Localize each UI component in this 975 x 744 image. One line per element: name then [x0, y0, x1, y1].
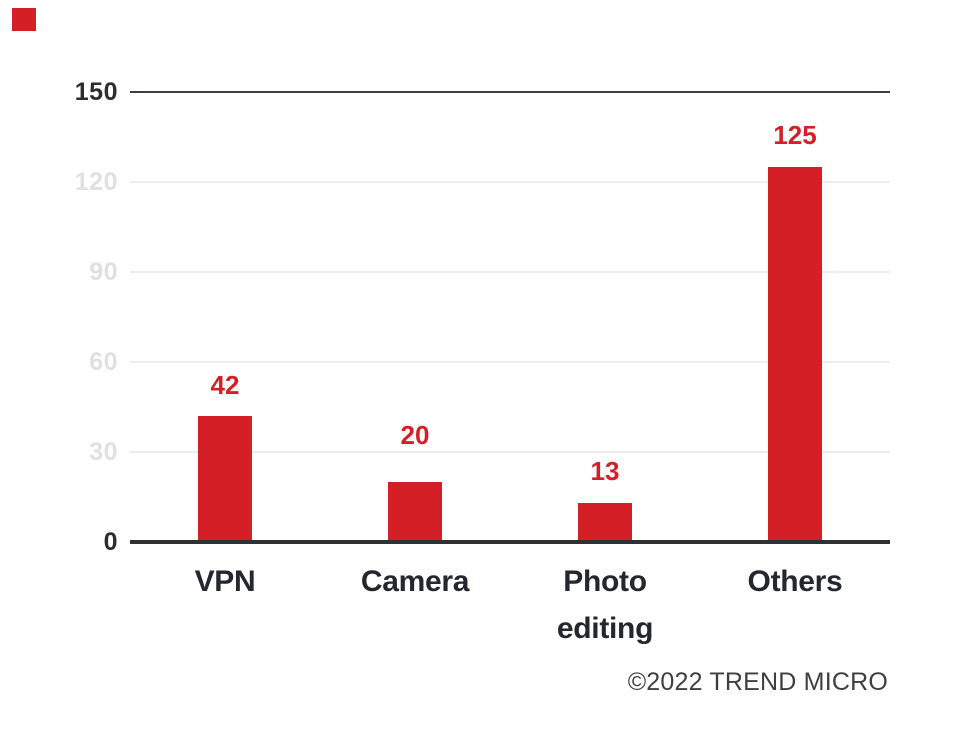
- bar-camera: [388, 482, 442, 542]
- y-axis-tick-label-0: 0: [103, 528, 118, 556]
- bar-value-label-others: 125: [773, 120, 817, 150]
- bar-value-label-camera: 20: [400, 420, 430, 450]
- x-axis-label-vpn: VPN: [194, 565, 256, 598]
- gridline-120: [130, 181, 890, 183]
- y-axis-tick-label-30: 30: [89, 438, 118, 466]
- gridline-60: [130, 361, 890, 363]
- x-axis-label-others: Others: [747, 565, 843, 598]
- bar-vpn: [198, 416, 252, 542]
- y-axis-tick-label-90: 90: [89, 258, 118, 286]
- bar-value-label-vpn: 42: [210, 370, 240, 400]
- x-axis-label-photo-editing: Photo editing: [556, 565, 654, 645]
- bar-value-label-photo-editing: 13: [590, 456, 620, 486]
- x-axis-label-camera: Camera: [360, 565, 470, 598]
- x-axis-line: [130, 540, 890, 544]
- y-axis-tick-label-60: 60: [89, 348, 118, 376]
- gridline-30: [130, 451, 890, 453]
- red-square-logo: [12, 8, 36, 31]
- y-axis-tick-label-150: 150: [74, 78, 118, 106]
- copyright-text: ©2022 TREND MICRO: [627, 668, 888, 696]
- gridline-90: [130, 271, 890, 273]
- bar-photo-editing: [578, 503, 632, 542]
- bar-others: [768, 167, 822, 542]
- gridline-150: [130, 91, 890, 93]
- y-axis-tick-label-120: 120: [74, 168, 118, 196]
